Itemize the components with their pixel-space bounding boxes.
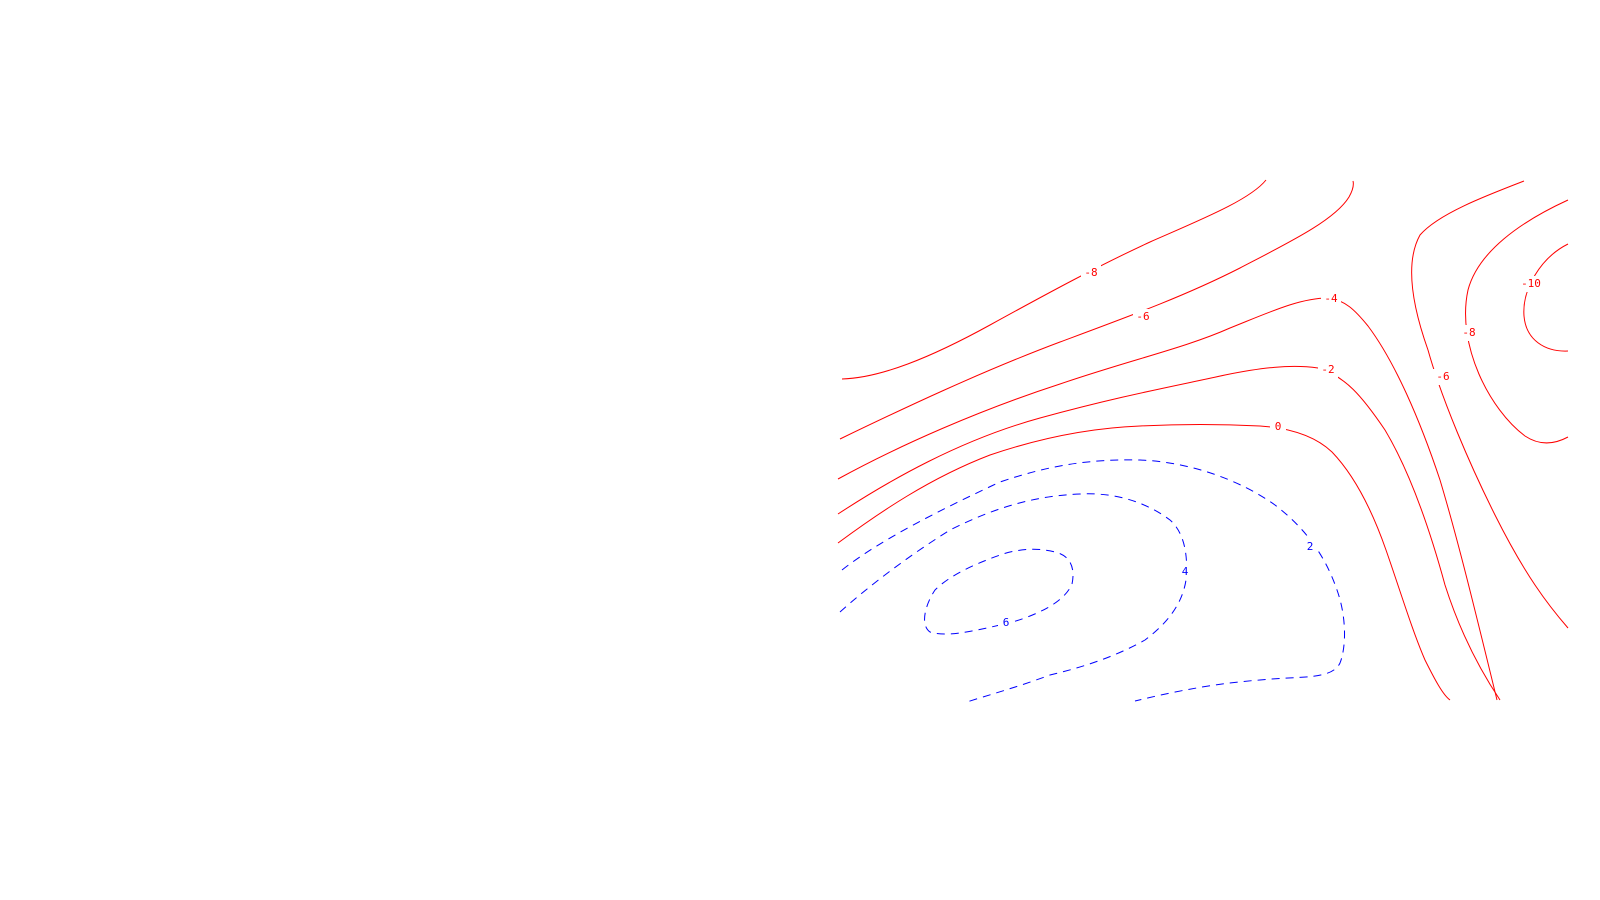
contour-line-3 [1411, 180, 1569, 629]
contour-label-6: -2 [1321, 363, 1334, 376]
contour-line-0 [1523, 243, 1569, 352]
contour-label-bg-0 [1518, 276, 1544, 292]
contour-label-bg-9 [1177, 564, 1193, 580]
contour-label-bg-10 [998, 615, 1014, 631]
contour-labels: -10 -8 -8 -6 -6 -4 -2 0 2 4 6 [998, 265, 1544, 631]
contour-label-5: -4 [1324, 292, 1338, 305]
contour-label-4: -6 [1136, 310, 1149, 323]
contour-line-8 [841, 459, 1346, 702]
contour-label-bg-2 [1081, 265, 1101, 281]
contour-label-bg-5 [1321, 291, 1341, 307]
contour-label-10: 6 [1003, 616, 1010, 629]
contour-label-2: -8 [1084, 266, 1097, 279]
contour-label-bg-1 [1459, 325, 1479, 341]
contour-label-9: 4 [1182, 565, 1189, 578]
contour-line-4 [839, 180, 1354, 440]
contour-label-3: -6 [1436, 370, 1449, 383]
contour-line-9 [839, 493, 1188, 703]
contour-line-1 [1465, 199, 1569, 444]
contour-label-bg-8 [1302, 539, 1318, 555]
contour-line-6 [837, 365, 1501, 701]
contour-label-bg-6 [1318, 362, 1338, 378]
contour-label-7: 0 [1275, 420, 1282, 433]
contour-label-bg-3 [1433, 369, 1453, 385]
contour-label-1: -8 [1462, 326, 1475, 339]
contour-line-7 [837, 424, 1451, 701]
contour-label-0: -10 [1521, 277, 1541, 290]
contour-label-bg-7 [1270, 419, 1286, 435]
contour-lines [837, 179, 1569, 703]
contour-line-5 [837, 297, 1498, 701]
contour-label-bg-4 [1133, 309, 1153, 325]
contour-line-2 [841, 179, 1267, 380]
contour-line-10 [924, 548, 1074, 635]
contour-label-8: 2 [1307, 540, 1314, 553]
